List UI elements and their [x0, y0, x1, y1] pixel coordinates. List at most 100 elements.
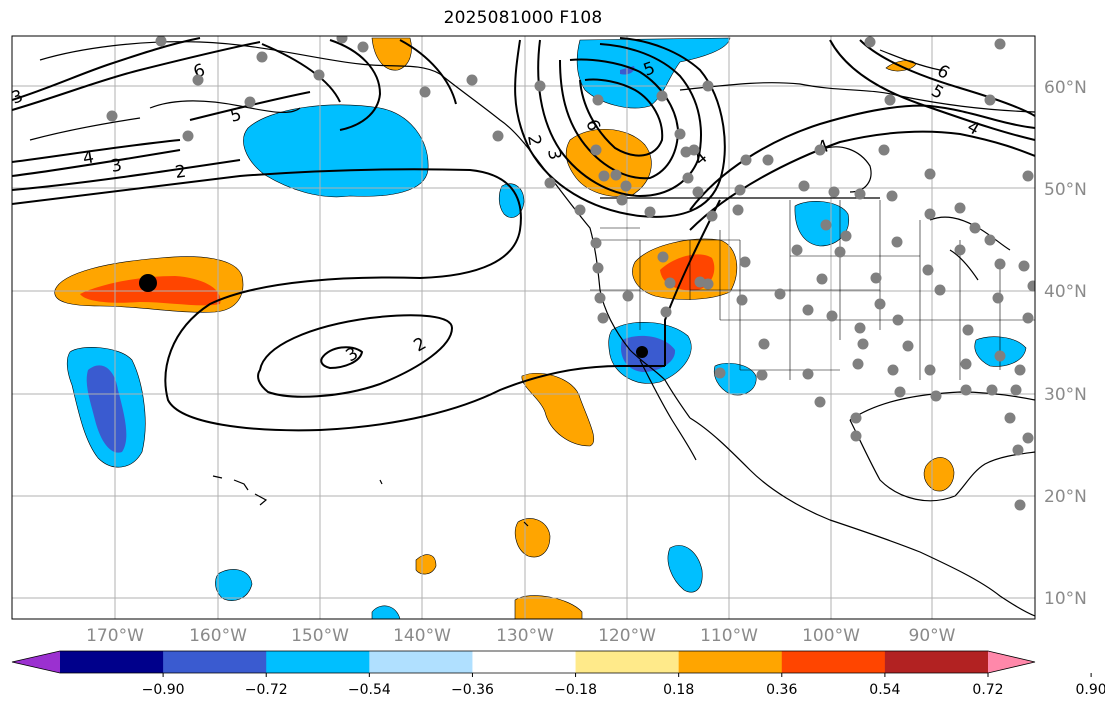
lat-label: 40°N	[1044, 282, 1087, 302]
station-marker	[702, 80, 714, 92]
station-marker	[816, 273, 828, 285]
station-marker	[791, 244, 803, 256]
colorbar-tick-label: 0.18	[663, 682, 695, 698]
station-marker	[992, 292, 1004, 304]
station-marker	[1022, 312, 1034, 324]
station-marker	[657, 251, 669, 263]
station-marker	[756, 369, 768, 381]
station-marker	[828, 186, 840, 198]
colorbar-tick-label: 0.36	[766, 682, 798, 698]
colorbar	[11, 650, 1092, 677]
station-marker	[155, 36, 167, 47]
colorbar-segment	[678, 651, 783, 673]
colorbar-segment	[472, 651, 577, 673]
anomaly-fills	[54, 37, 1027, 619]
station-marker	[313, 69, 325, 81]
station-marker	[644, 206, 656, 218]
lon-label: 170°W	[86, 626, 144, 646]
anomaly-region-bc-negative	[498, 183, 525, 218]
station-marker	[592, 262, 604, 274]
station-marker	[814, 144, 826, 156]
station-marker	[854, 188, 866, 200]
station-marker	[762, 154, 774, 166]
lon-label: 100°W	[802, 626, 860, 646]
lon-label: 120°W	[598, 626, 656, 646]
station-marker	[1012, 444, 1024, 456]
station-marker	[864, 36, 876, 48]
anomaly-region-south-positive	[514, 595, 583, 619]
lon-label: 150°W	[291, 626, 349, 646]
contour-label: 2	[411, 334, 430, 357]
station-marker	[874, 298, 886, 310]
colorbar-extend-low	[12, 651, 60, 673]
station-marker	[994, 350, 1006, 362]
station-marker	[357, 41, 369, 53]
station-marker	[736, 294, 748, 306]
station-marker	[682, 172, 694, 184]
station-marker	[960, 384, 972, 396]
anomaly-region-eastpac-positive	[515, 518, 551, 558]
contour-label: 5	[928, 81, 947, 104]
colorbar-segment	[884, 651, 989, 673]
station-marker	[534, 80, 546, 92]
lon-label: 140°W	[393, 626, 451, 646]
map-layers: 6 5 4 3 2 2 3 3 2 6 5 4 3 6 5 4 4	[9, 36, 1035, 619]
anomaly-region-gulf-positive	[923, 457, 955, 492]
station-marker	[922, 264, 934, 276]
station-marker	[969, 222, 981, 234]
lon-label: 130°W	[496, 626, 554, 646]
station-marker	[834, 246, 846, 258]
anomaly-region-north-pacific-negative	[243, 104, 429, 198]
station-marker	[590, 144, 602, 156]
station-marker	[954, 202, 966, 214]
station-marker	[924, 208, 936, 220]
station-marker	[854, 322, 866, 334]
station-marker	[902, 340, 914, 352]
station-marker	[620, 180, 632, 192]
anomaly-core-socal	[620, 335, 676, 372]
station-marker	[694, 276, 706, 288]
station-marker	[1027, 280, 1035, 292]
contour-label: 3	[9, 86, 26, 108]
contour-label: 3	[543, 147, 565, 161]
station-marker	[732, 204, 744, 216]
map-title: 2025081000 F108	[443, 8, 603, 28]
station-marker	[986, 384, 998, 396]
station-marker	[256, 51, 268, 63]
station-marker	[758, 338, 770, 350]
colorbar-tick-label: −0.36	[450, 682, 494, 698]
station-marker	[616, 194, 628, 206]
colorbar-extend-high	[988, 651, 1035, 673]
station-marker	[884, 94, 896, 106]
colorbar-segment	[781, 651, 886, 673]
station-marker	[962, 324, 974, 336]
colorbar-tick-label: 0.54	[869, 682, 901, 698]
anomaly-region-canada-negative	[576, 37, 731, 109]
state-borders	[590, 200, 1035, 380]
anomaly-region-pacific-small-negative	[215, 569, 253, 601]
lat-label: 10°N	[1044, 589, 1087, 609]
station-marker	[1022, 432, 1034, 444]
station-marker	[924, 168, 936, 180]
station-marker	[544, 177, 556, 189]
lat-label: 50°N	[1044, 180, 1087, 200]
station-marker	[192, 74, 204, 86]
station-marker	[954, 244, 966, 256]
colorbar-segment	[163, 651, 267, 673]
lon-label: 110°W	[700, 626, 758, 646]
station-marker	[814, 396, 826, 408]
colorbar-tick-label: 0.72	[972, 682, 1004, 698]
station-marker	[891, 236, 903, 248]
station-marker	[1014, 364, 1026, 376]
colorbar-tick-label: −0.90	[141, 682, 185, 698]
station-marker	[592, 94, 604, 106]
station-marker	[1014, 499, 1026, 511]
station-marker	[892, 314, 904, 326]
station-marker	[924, 364, 936, 376]
colorbar-tick-label: −0.18	[554, 682, 597, 698]
station-marker	[734, 184, 746, 196]
station-marker	[244, 96, 256, 108]
station-marker	[1022, 170, 1034, 182]
station-marker	[994, 258, 1006, 270]
